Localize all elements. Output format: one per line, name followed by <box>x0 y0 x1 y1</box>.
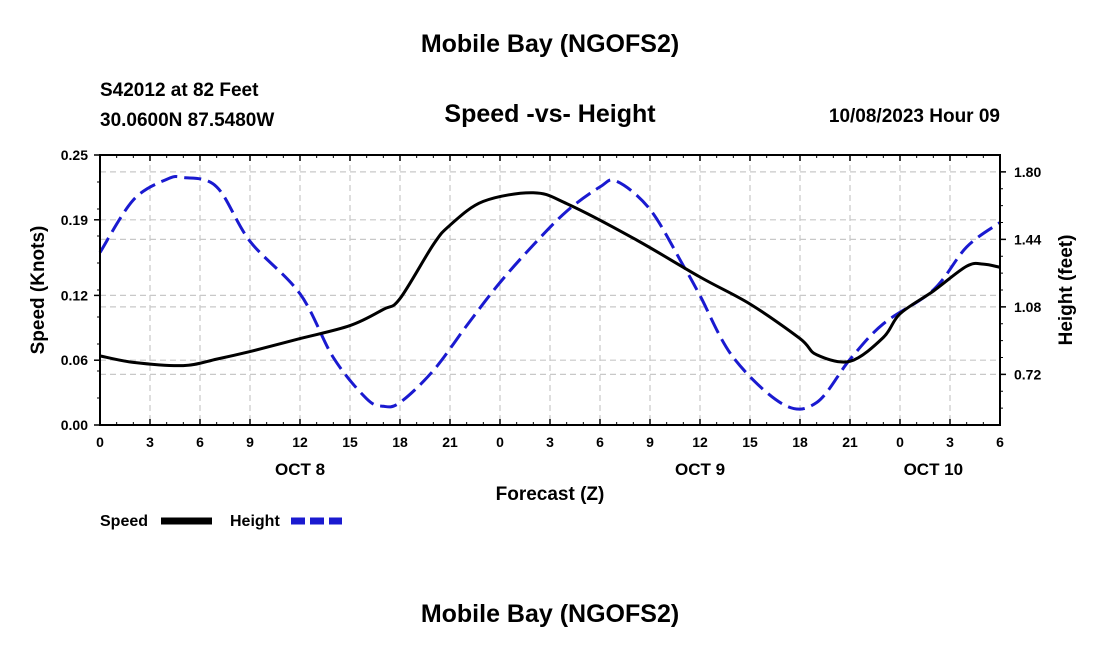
x-tick-label: 21 <box>442 434 458 450</box>
right-tick-label: 1.44 <box>1014 231 1041 247</box>
x-tick-label: 0 <box>896 434 904 450</box>
x-tick-label: 15 <box>342 434 358 450</box>
x-tick-label: 9 <box>646 434 654 450</box>
grid-lines <box>100 155 1000 425</box>
right-tick-label: 1.08 <box>1014 299 1041 315</box>
chart-title: Mobile Bay (NGOFS2) <box>420 30 680 58</box>
right-axis-title: Height (feet) <box>1056 235 1077 346</box>
left-tick-label: 0.19 <box>61 212 88 228</box>
series-layer <box>98 175 1001 411</box>
right-tick-label: 0.72 <box>1014 366 1041 382</box>
left-tick-label: 0.06 <box>61 352 88 368</box>
station-coords: 30.0600N 87.5480W <box>100 110 275 131</box>
x-tick-label: 21 <box>842 434 858 450</box>
left-tick-label: 0.00 <box>61 417 88 433</box>
x-tick-label: 9 <box>246 434 254 450</box>
date-label: OCT 9 <box>675 460 725 479</box>
x-tick-label: 3 <box>146 434 154 450</box>
axis-labels: 0 3 6 9 12 15 18 21 0 3 6 9 12 15 18 21 0 3 6 OCT 8 OCT 9 OCT… <box>61 147 1042 479</box>
x-tick-label: 3 <box>946 434 954 450</box>
left-tick-label: 0.12 <box>61 287 88 303</box>
forecast-date: 10/08/2023 Hour 09 <box>828 106 1000 127</box>
chart-subtitle: Speed -vs- Height <box>444 100 656 128</box>
series-line-height <box>98 175 1001 411</box>
left-tick-label: 0.25 <box>61 147 88 163</box>
x-tick-label: 12 <box>692 434 708 450</box>
x-tick-label: 3 <box>546 434 554 450</box>
legend-height-label: Height <box>230 513 280 530</box>
legend-speed-label: Speed <box>100 513 148 530</box>
x-tick-label: 18 <box>792 434 808 450</box>
x-tick-label: 0 <box>496 434 504 450</box>
left-axis-title: Speed (Knots) <box>28 226 49 355</box>
second-chart-title: Mobile Bay (NGOFS2) <box>420 600 680 628</box>
legend: Speed Height <box>100 513 342 530</box>
date-label: OCT 8 <box>275 460 325 479</box>
station-name: S42012 at 82 Feet <box>100 80 259 101</box>
right-tick-label: 1.80 <box>1014 164 1041 180</box>
series-line-speed <box>99 191 1001 368</box>
x-tick-label: 15 <box>742 434 758 450</box>
x-axis-title: Forecast (Z) <box>496 484 605 505</box>
x-tick-label: 6 <box>196 434 204 450</box>
date-label: OCT 10 <box>904 460 964 479</box>
x-tick-label: 18 <box>392 434 408 450</box>
x-tick-label: 0 <box>96 434 104 450</box>
x-tick-label: 6 <box>996 434 1004 450</box>
station-info: S42012 at 82 Feet 30.0600N 87.5480W <box>100 76 274 136</box>
x-tick-label: 12 <box>292 434 308 450</box>
x-tick-label: 6 <box>596 434 604 450</box>
